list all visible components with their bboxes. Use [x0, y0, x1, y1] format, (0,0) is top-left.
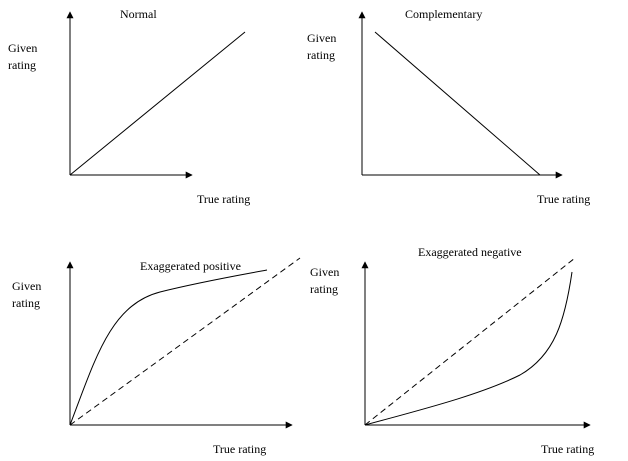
- y-label: rating: [8, 58, 36, 72]
- x-label: True rating: [537, 192, 590, 206]
- panel-complementary: Complementary Given rating True rating: [307, 7, 590, 206]
- y-label: rating: [310, 282, 338, 296]
- reference-line: [364, 257, 576, 426]
- curve: [364, 271, 573, 426]
- curve: [69, 31, 246, 176]
- x-label: True rating: [197, 192, 250, 206]
- panel-exaggerated-positive: Exaggerated positive Given rating True r…: [12, 257, 301, 456]
- panel-title: Exaggerated positive: [140, 259, 241, 273]
- y-label: Given: [8, 41, 37, 55]
- x-label: True rating: [213, 442, 266, 456]
- y-label: Given: [12, 279, 41, 293]
- panel-exaggerated-negative: Exaggerated negative Given rating True r…: [310, 245, 594, 456]
- panel-normal: Normal Given rating True rating: [8, 7, 250, 206]
- reference-line: [69, 257, 301, 426]
- x-label: True rating: [541, 442, 594, 456]
- curve: [374, 31, 541, 176]
- curve: [69, 269, 268, 426]
- panel-title: Complementary: [405, 7, 482, 21]
- y-label: Given: [307, 31, 336, 45]
- y-label: rating: [12, 296, 40, 310]
- panel-title: Normal: [120, 7, 157, 21]
- y-label: rating: [307, 48, 335, 62]
- y-label: Given: [310, 265, 339, 279]
- panel-title: Exaggerated negative: [418, 245, 522, 259]
